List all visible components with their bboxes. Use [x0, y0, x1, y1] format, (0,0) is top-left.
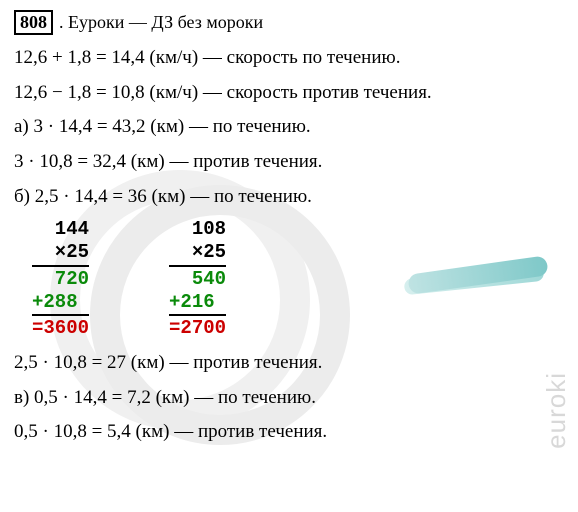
content: 808 . Еуроки — ДЗ без мороки 12,6 + 1,8 …	[14, 10, 564, 445]
calc-rule	[169, 265, 226, 267]
calc-row: ×25	[32, 241, 89, 264]
calc-rule	[32, 314, 89, 316]
calc-column-right: 108 ×25 540 +216 =2700	[169, 218, 226, 340]
solution-line: а) 3 · 14,4 = 43,2 (км) — по течению.	[14, 114, 564, 140]
calc-column-left: 144 ×25 720 +288 =3600	[32, 218, 89, 340]
calc-rule	[32, 265, 89, 267]
longhand-multiplication: 144 ×25 720 +288 =3600 108 ×25 540 +216 …	[32, 218, 564, 340]
calc-row: +216	[169, 291, 226, 314]
calc-rule	[169, 314, 226, 316]
calc-result: =2700	[169, 317, 226, 340]
header-text: . Еуроки — ДЗ без мороки	[59, 12, 263, 33]
solution-line: 3 · 10,8 = 32,4 (км) — против течения.	[14, 149, 564, 175]
solution-line: в) 0,5 · 14,4 = 7,2 (км) — по течению.	[14, 385, 564, 411]
calc-row: 720	[32, 268, 89, 291]
calc-result: =3600	[32, 317, 89, 340]
solution-line: б) 2,5 · 14,4 = 36 (км) — по течению.	[14, 184, 564, 210]
solution-line: 12,6 + 1,8 = 14,4 (км/ч) — скорость по т…	[14, 45, 564, 71]
calc-row: 108	[169, 218, 226, 241]
solution-line: 12,6 − 1,8 = 10,8 (км/ч) — скорость прот…	[14, 80, 564, 106]
header: 808 . Еуроки — ДЗ без мороки	[14, 10, 564, 35]
solution-line: 0,5 · 10,8 = 5,4 (км) — против течения.	[14, 419, 564, 445]
problem-number: 808	[14, 10, 53, 35]
calc-row: 540	[169, 268, 226, 291]
calc-row: 144	[32, 218, 89, 241]
calc-row: +288	[32, 291, 89, 314]
solution-line: 2,5 · 10,8 = 27 (км) — против течения.	[14, 350, 564, 376]
calc-row: ×25	[169, 241, 226, 264]
